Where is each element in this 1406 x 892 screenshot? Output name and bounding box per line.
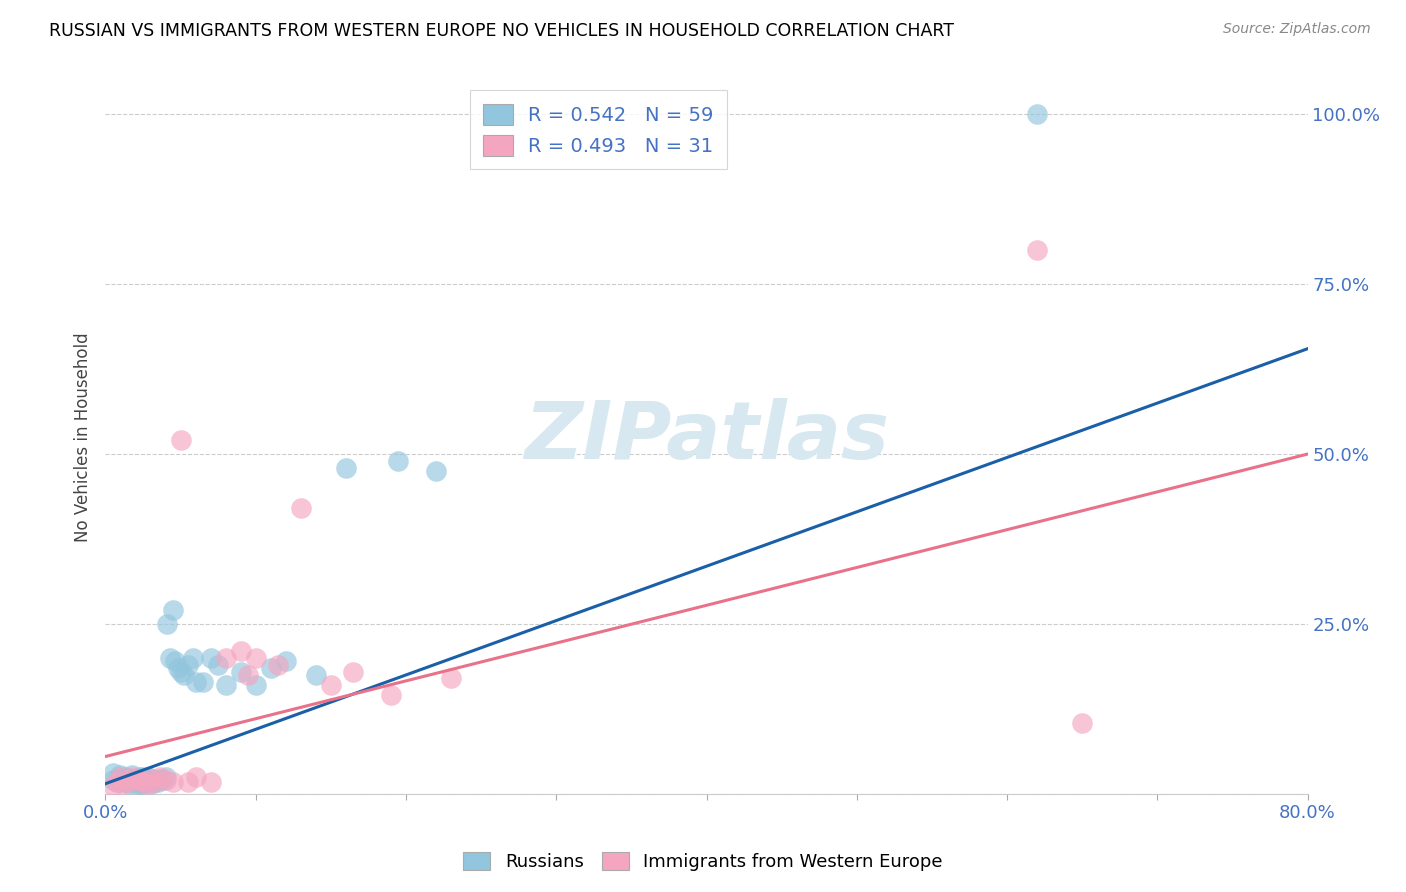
Point [169, 665, 191, 679]
Point [162, 774, 184, 789]
Point [110, 770, 132, 784]
Point [184, 674, 207, 689]
Point [260, 661, 283, 675]
Point [132, 774, 155, 789]
Point [101, 766, 124, 780]
Point [169, 434, 191, 448]
Point [120, 773, 142, 788]
Point [121, 772, 143, 786]
Point [267, 657, 290, 672]
Text: Source: ZipAtlas.com: Source: ZipAtlas.com [1223, 22, 1371, 37]
Point [238, 668, 260, 682]
Point [124, 777, 146, 791]
Point [117, 774, 139, 789]
Point [142, 774, 165, 789]
Point [121, 768, 143, 782]
Point [107, 774, 129, 789]
Point [1071, 715, 1094, 730]
Point [155, 773, 177, 788]
Point [200, 651, 222, 665]
Point [107, 774, 129, 789]
Point [274, 654, 297, 668]
Point [128, 774, 150, 789]
Point [129, 777, 152, 791]
Point [134, 774, 156, 789]
Point [110, 768, 132, 782]
Point [139, 772, 162, 786]
Point [319, 678, 342, 692]
Point [129, 773, 152, 788]
Point [166, 661, 188, 675]
Point [135, 772, 157, 786]
Point [112, 774, 135, 789]
Point [112, 777, 135, 791]
Point [177, 774, 200, 789]
Point [132, 773, 155, 788]
Point [207, 657, 229, 672]
Point [245, 678, 267, 692]
Point [305, 668, 328, 682]
Point [200, 774, 222, 789]
Legend: Russians, Immigrants from Western Europe: Russians, Immigrants from Western Europe [456, 845, 950, 879]
Point [124, 773, 146, 788]
Point [380, 689, 402, 703]
Point [229, 665, 252, 679]
Point [387, 454, 409, 468]
Point [146, 774, 169, 789]
Point [181, 651, 204, 665]
Point [162, 603, 184, 617]
Point [156, 617, 179, 632]
Point [136, 774, 159, 789]
Point [132, 777, 155, 791]
Point [148, 770, 170, 784]
Point [143, 773, 166, 788]
Point [1026, 243, 1049, 257]
Point [136, 777, 159, 791]
Point [148, 772, 170, 786]
Point [177, 657, 200, 672]
Point [114, 770, 136, 784]
Point [425, 464, 447, 478]
Point [342, 665, 364, 679]
Point [152, 773, 174, 788]
Point [117, 774, 139, 789]
Point [159, 651, 181, 665]
Point [101, 779, 124, 793]
Point [118, 777, 141, 791]
Point [173, 668, 195, 682]
Point [335, 460, 357, 475]
Point [214, 651, 236, 665]
Point [440, 671, 463, 685]
Point [290, 501, 312, 516]
Point [184, 770, 207, 784]
Text: RUSSIAN VS IMMIGRANTS FROM WESTERN EUROPE NO VEHICLES IN HOUSEHOLD CORRELATION C: RUSSIAN VS IMMIGRANTS FROM WESTERN EUROP… [49, 22, 955, 40]
Y-axis label: No Vehicles in Household: No Vehicles in Household [75, 332, 93, 542]
Point [214, 678, 236, 692]
Point [143, 774, 166, 789]
Text: ZIPatlas: ZIPatlas [524, 398, 889, 476]
Point [191, 674, 214, 689]
Point [101, 773, 124, 788]
Point [117, 772, 139, 786]
Point [139, 777, 162, 791]
Point [163, 654, 186, 668]
Point [139, 773, 162, 788]
Point [128, 770, 150, 784]
Point [121, 770, 143, 784]
Point [136, 770, 159, 784]
Legend: R = 0.542   N = 59, R = 0.493   N = 31: R = 0.542 N = 59, R = 0.493 N = 31 [470, 90, 727, 169]
Point [110, 772, 132, 786]
Point [131, 770, 153, 784]
Point [128, 773, 150, 788]
Point [155, 770, 177, 784]
Point [245, 651, 267, 665]
Point [125, 772, 148, 786]
Point [124, 773, 146, 788]
Point [1026, 107, 1049, 121]
Point [229, 644, 252, 658]
Point [141, 772, 163, 786]
